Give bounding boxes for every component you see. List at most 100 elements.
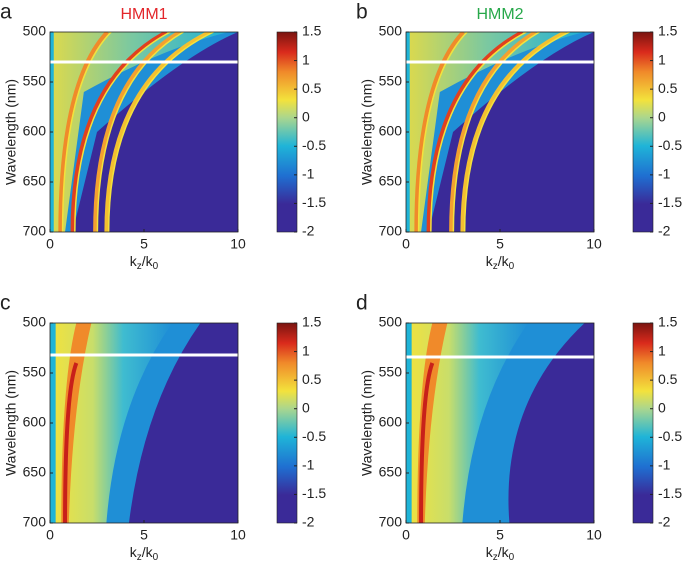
colorbar-tick-label: 0: [302, 399, 310, 415]
colorbar: [276, 322, 298, 524]
heatmap-fan: [406, 32, 585, 232]
colorbar-tick-label: 0.5: [302, 371, 322, 387]
panel-label: d: [356, 292, 368, 315]
y-tick-label: 550: [379, 73, 403, 89]
heatmap-mode: [93, 32, 181, 232]
heatmap-mode: [430, 32, 527, 232]
heatmap-mode: [452, 32, 540, 232]
y-tick-label: 650: [379, 173, 403, 189]
y-axis-label: Wavelength (nm): [3, 79, 19, 185]
heatmap: [50, 323, 238, 523]
heatmap-mode: [426, 32, 524, 232]
colorbar-tick-label: -0.5: [658, 137, 682, 153]
x-axis-label-part: 0: [153, 552, 159, 563]
x-axis-label-part: /k: [142, 544, 154, 560]
x-axis-label-part: k: [130, 253, 138, 269]
panel-title: HMM2: [476, 6, 523, 23]
colorbar-tick-label: -2: [302, 514, 315, 530]
y-tick-label: 500: [379, 314, 403, 330]
colorbar-tick-label: 1.5: [658, 23, 678, 39]
x-tick-label: 10: [230, 527, 246, 543]
y-tick-label: 600: [379, 414, 403, 430]
heatmap-body: [406, 323, 594, 523]
colorbar-tick-label: 0.5: [302, 80, 322, 96]
y-tick-label: 550: [23, 73, 47, 89]
x-axis-label-part: 0: [509, 552, 515, 563]
colorbar-tick-label: -1.5: [658, 194, 682, 210]
colorbar-tick-label: 1.5: [658, 314, 678, 330]
x-tick-label: 5: [140, 236, 148, 252]
heatmap-peak: [63, 362, 79, 523]
heatmap-mode: [449, 32, 537, 232]
colorbar-tick-label: -2: [658, 223, 671, 239]
colorbar-tick-label: 1: [302, 51, 310, 67]
heatmap-peak: [417, 323, 448, 523]
x-axis-label-part: z: [137, 552, 142, 563]
x-tick-label: 10: [586, 236, 602, 252]
y-tick-label: 650: [379, 464, 403, 480]
x-axis-label-part: z: [493, 552, 498, 563]
heatmap-mode: [417, 32, 468, 232]
y-tick-label: 600: [23, 414, 47, 430]
colorbar-tick-label: 1: [302, 342, 310, 358]
heatmap-fan: [50, 32, 229, 232]
heatmap-mode: [107, 32, 214, 232]
colorbar-tick-label: 1: [658, 51, 666, 67]
x-tick-label: 5: [496, 236, 504, 252]
heatmap-mode: [74, 32, 171, 232]
colorbar-tick-label: -0.5: [302, 428, 326, 444]
colorbar-tick-label: -1: [658, 457, 671, 473]
colorbar-tick-label: 0: [658, 399, 666, 415]
heatmap-mode: [463, 32, 570, 232]
x-axis-label-part: k: [130, 544, 138, 560]
heatmap-peak: [419, 362, 435, 523]
y-axis-label: Wavelength (nm): [3, 370, 19, 476]
x-axis-label-part: z: [137, 261, 142, 272]
y-tick-label: 650: [23, 173, 47, 189]
heatmap-mode: [61, 32, 112, 232]
y-axis-label: Wavelength (nm): [359, 79, 375, 185]
heatmap: [50, 32, 238, 232]
x-tick-label: 5: [140, 527, 148, 543]
heatmap-mode: [414, 32, 465, 232]
y-tick-label: 600: [23, 123, 47, 139]
heatmap-body: [406, 32, 594, 232]
y-tick-label: 500: [379, 23, 403, 39]
x-axis-label: kz/k0: [130, 253, 159, 272]
colorbar-tick-label: 1.5: [302, 314, 322, 330]
y-tick-label: 550: [23, 364, 47, 380]
colorbar: [632, 31, 654, 233]
y-tick-label: 600: [379, 123, 403, 139]
y-tick-label: 500: [23, 314, 47, 330]
colorbar-tick-label: 0: [302, 108, 310, 124]
x-tick-label: 5: [496, 527, 504, 543]
heatmap: [406, 32, 594, 232]
x-tick-label: 0: [46, 236, 54, 252]
colorbar-tick-label: -1: [302, 457, 315, 473]
x-tick-label: 0: [46, 527, 54, 543]
colorbar-tick-label: -1.5: [302, 485, 326, 501]
x-axis-label: kz/k0: [486, 544, 515, 563]
y-tick-label: 700: [23, 514, 47, 530]
panel-title: HMM1: [120, 6, 167, 23]
y-tick-label: 650: [23, 464, 47, 480]
y-tick-label: 700: [379, 223, 403, 239]
heatmap-mode: [460, 32, 567, 232]
x-tick-label: 10: [230, 236, 246, 252]
y-tick-label: 550: [379, 364, 403, 380]
colorbar: [276, 31, 298, 233]
y-tick-label: 500: [23, 23, 47, 39]
colorbar-tick-label: -1.5: [658, 485, 682, 501]
panel-label: c: [0, 292, 11, 315]
x-axis-label-part: 0: [153, 261, 159, 272]
heatmap-mode: [58, 32, 109, 232]
x-axis-label: kz/k0: [130, 544, 159, 563]
colorbar: [632, 322, 654, 524]
x-axis-label-part: /k: [498, 544, 510, 560]
x-tick-label: 10: [586, 527, 602, 543]
x-axis-label-part: /k: [498, 253, 510, 269]
colorbar-tick-label: -1: [302, 166, 315, 182]
y-tick-label: 700: [23, 223, 47, 239]
colorbar-tick-label: -2: [302, 223, 315, 239]
